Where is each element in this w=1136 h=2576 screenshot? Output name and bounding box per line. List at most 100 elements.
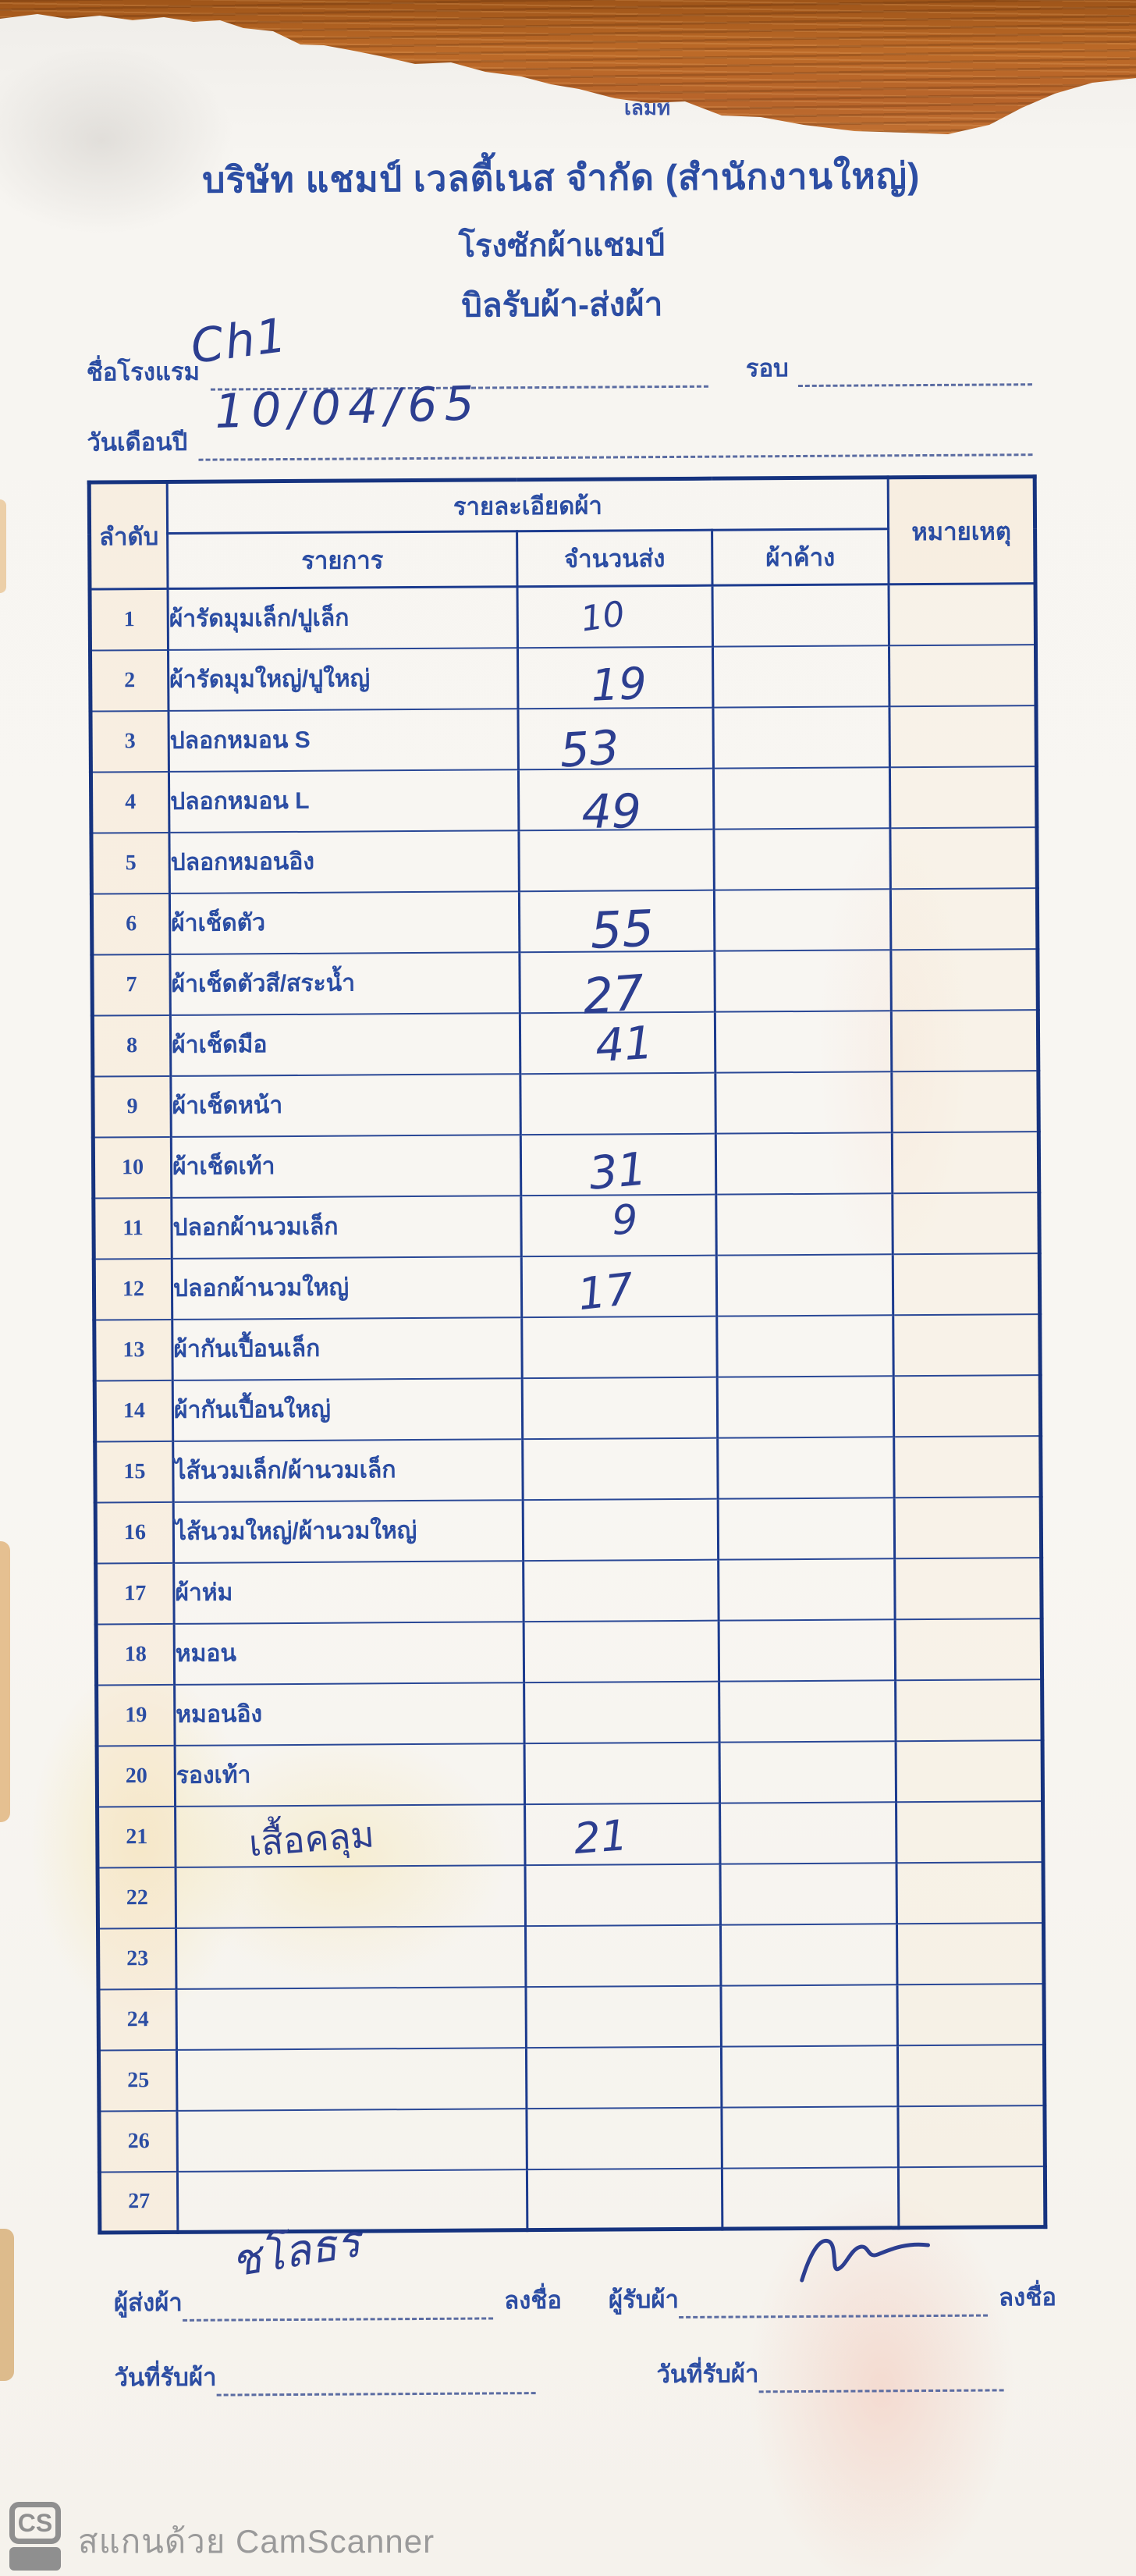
table-row: 6 ผ้าเช็ดตัว 55 <box>91 887 1038 960</box>
pending-cell <box>713 827 891 890</box>
remark-cell <box>895 1618 1042 1680</box>
row-number-cell: 22 <box>98 1867 176 1929</box>
pending-cell <box>716 1314 894 1377</box>
table-row: 7 ผ้าเช็ดตัวสี/สระน้ำ 27 <box>91 948 1038 1025</box>
qty-handwritten-value: 21 <box>572 1810 630 1864</box>
qty-sent-cell: 21 <box>524 1803 721 1865</box>
item-cell <box>176 2108 527 2172</box>
remark-cell <box>893 1435 1042 1498</box>
round-line <box>797 352 1032 388</box>
receiver-label: ผู้รับผ้า <box>608 2285 680 2314</box>
table-row: 11 ปลอกผ้านวมเล็ก 9 <box>93 1192 1040 1260</box>
pending-cell <box>714 888 891 951</box>
company-title: บริษัท แชมป์ เวลตี้เนส จำกัด (สำนักงานให… <box>202 155 921 201</box>
pending-cell <box>712 645 889 708</box>
qty-sent-cell: 10 <box>517 585 713 648</box>
desk-edge-sliver <box>0 1541 10 1822</box>
row-number-cell: 26 <box>98 2110 178 2173</box>
pending-cell <box>719 1679 896 1743</box>
row-number-cell: 19 <box>96 1684 176 1746</box>
round-label: รอบ <box>745 354 789 382</box>
item-cell: หมอนอิง <box>174 1682 525 1746</box>
item-cell: ผ้ากันเปื้อนใหญ่ <box>172 1377 523 1441</box>
row-number-cell: 16 <box>95 1501 174 1564</box>
remark-cell <box>896 1983 1045 2045</box>
qty-handwritten-value: 41 <box>593 1015 655 1072</box>
pending-cell <box>722 2166 899 2230</box>
qty-sent-cell <box>524 1620 719 1682</box>
table-row: 24 <box>98 1983 1045 2051</box>
qty-handwritten-value: 9 <box>610 1196 639 1245</box>
remark-cell <box>893 1313 1041 1376</box>
remark-cell <box>892 1192 1040 1254</box>
col-header-pending: ผ้าค้าง <box>712 528 889 586</box>
row-number-cell: 14 <box>94 1380 173 1442</box>
col-header-no: ลำดับ <box>89 481 169 590</box>
pending-cell <box>720 1862 897 1925</box>
date-received-left-line <box>216 2361 536 2397</box>
remark-cell <box>893 1374 1041 1437</box>
item-cell <box>176 1986 527 2050</box>
remark-cell <box>896 1861 1044 1924</box>
pending-cell <box>712 705 890 769</box>
row-number-cell: 24 <box>98 1988 177 2051</box>
sender-signature-line <box>182 2286 494 2322</box>
item-cell <box>176 2047 527 2111</box>
remark-cell <box>894 1557 1042 1619</box>
row-number-cell: 11 <box>93 1197 172 1260</box>
col-header-details: รายละเอียดผ้า <box>167 477 889 534</box>
row-number-cell: 10 <box>93 1136 172 1199</box>
row-number-cell: 13 <box>94 1319 173 1381</box>
qty-handwritten-value: 19 <box>590 658 648 712</box>
date-received-right-label: วันที่รับผ้า <box>656 2360 759 2389</box>
row-number-cell: 3 <box>90 710 169 773</box>
row-number-cell: 20 <box>97 1745 176 1807</box>
date-received-right-line <box>758 2357 1004 2393</box>
table-row: 12 ปลอกผ้านวมใหญ่ 17 <box>94 1252 1040 1320</box>
row-number-cell: 4 <box>91 771 169 833</box>
remark-cell <box>896 1800 1044 1863</box>
table-row: 20 รองเท้า <box>97 1739 1043 1807</box>
remark-cell <box>891 1009 1038 1071</box>
remark-cell <box>889 644 1036 706</box>
table-row: 5 ปลอกหมอนอิง <box>91 826 1038 894</box>
table-row: 8 ผ้าเช็ดมือ 41 <box>92 1009 1038 1077</box>
row-number-cell: 25 <box>98 2049 177 2112</box>
pending-cell <box>716 1253 893 1316</box>
table-row: 16 ไส้นวมใหญ่/ผ้านวมใหญ่ <box>95 1496 1042 1564</box>
item-cell: ปลอกผ้านวมใหญ่ <box>172 1256 522 1320</box>
laundry-table: ลำดับ รายละเอียดผ้า หมายเหตุ รายการ จำนว… <box>87 474 1048 2235</box>
pending-cell <box>714 949 892 1012</box>
table-row: 9 ผ้าเช็ดหน้า <box>92 1070 1039 1138</box>
table-row: 27 <box>99 2166 1045 2233</box>
col-header-qty-sent: จำนวนส่ง <box>517 530 713 587</box>
camscanner-footer: CS สแกนด้วย CamScanner <box>9 2502 435 2571</box>
item-cell: ปลอกหมอน L <box>169 769 519 833</box>
item-cell: หมอน <box>174 1621 524 1685</box>
item-cell: ผ้ากันเปื้อนเล็ก <box>172 1316 523 1380</box>
item-cell: ผ้าเช็ดตัวสี/สระน้ำ <box>169 951 520 1015</box>
qty-sent-cell <box>523 1559 719 1622</box>
qty-sent-cell <box>525 1985 722 2048</box>
qty-sent-cell <box>526 2107 722 2169</box>
item-cell: ไส้นวมเล็ก/ผ้านวมเล็ก <box>172 1438 524 1502</box>
row-number-cell: 6 <box>91 893 170 955</box>
item-cell: ปลอกหมอนอิง <box>169 830 520 894</box>
camscanner-cs-icon: CS <box>9 2502 61 2544</box>
table-row: 10 ผ้าเช็ดเท้า 31 <box>93 1131 1039 1199</box>
table-row: 1 ผ้ารัดมุมเล็ก/ปูเล็ก 10 <box>90 583 1036 651</box>
row-number-cell: 5 <box>91 832 170 894</box>
qty-sent-cell <box>523 1498 719 1561</box>
item-cell: ผ้าห่ม <box>173 1560 524 1624</box>
item-cell: ผ้าเช็ดเท้า <box>171 1134 521 1198</box>
remark-cell <box>889 766 1037 828</box>
remark-cell <box>890 948 1038 1011</box>
remark-cell <box>889 583 1036 645</box>
qty-sent-cell: 41 <box>520 1011 715 1074</box>
table-row: 15 ไส้นวมเล็ก/ผ้านวมเล็ก <box>94 1435 1042 1503</box>
table-row: 26 <box>98 2105 1045 2173</box>
item-cell <box>176 1925 526 1989</box>
qty-handwritten-value: 27 <box>580 963 647 1025</box>
qty-handwritten-value: 53 <box>558 720 622 779</box>
pending-cell <box>719 1740 896 1803</box>
